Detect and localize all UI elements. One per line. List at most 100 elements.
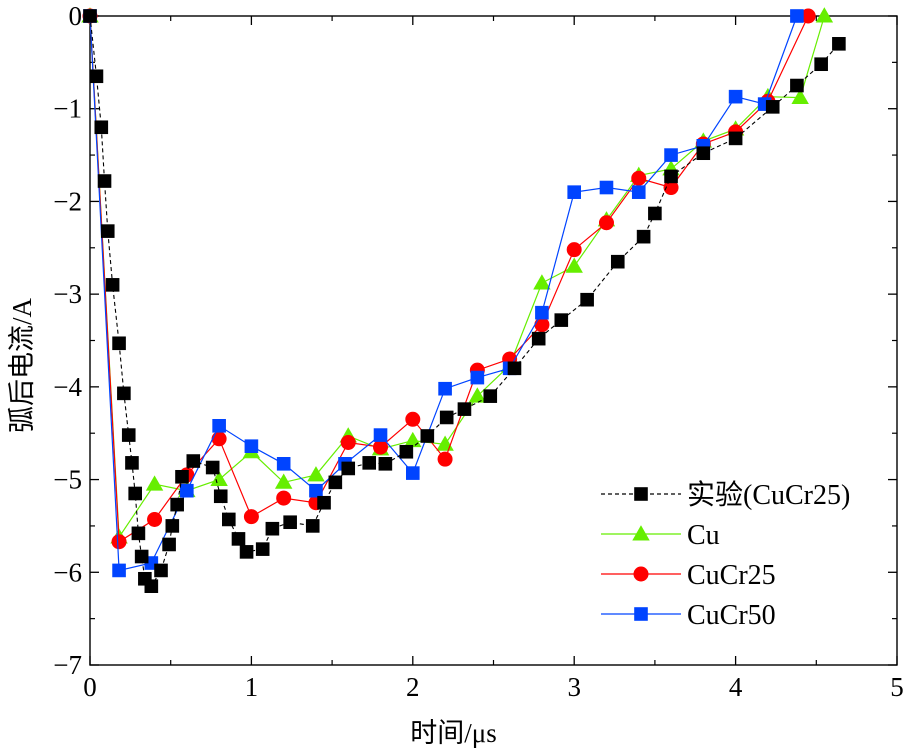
data-point-cucr25 bbox=[340, 434, 356, 450]
legend-marker-cucr25 bbox=[634, 487, 648, 501]
y-tick-label: −1 bbox=[53, 94, 82, 124]
data-point-cucr50 bbox=[790, 9, 804, 23]
legend-marker-cucr25 bbox=[633, 566, 649, 582]
data-point-cucr25 bbox=[483, 389, 498, 403]
x-tick-label: 2 bbox=[406, 672, 420, 702]
data-point-cucr25 bbox=[305, 519, 320, 533]
data-point-cucr25 bbox=[648, 206, 662, 221]
y-tick-label: −2 bbox=[53, 186, 82, 216]
data-point-cucr25 bbox=[765, 100, 780, 114]
x-tick-label: 5 bbox=[890, 672, 904, 702]
data-point-cu bbox=[404, 431, 422, 448]
x-axis-label: 时间/μs bbox=[410, 718, 496, 748]
data-point-cucr25 bbox=[83, 9, 97, 23]
data-point-cucr50 bbox=[631, 185, 646, 199]
data-point-cucr50 bbox=[728, 89, 743, 104]
data-point-cu bbox=[468, 387, 487, 403]
data-point-cucr25 bbox=[175, 469, 189, 484]
data-point-cucr25 bbox=[373, 439, 389, 455]
data-point-cucr50 bbox=[112, 563, 126, 578]
data-point-cu bbox=[565, 257, 583, 273]
x-tick-label: 0 bbox=[83, 672, 97, 702]
data-point-cucr25 bbox=[534, 317, 550, 333]
data-point-cucr25 bbox=[125, 456, 139, 470]
data-point-cucr50 bbox=[244, 439, 259, 453]
data-point-cucr25 bbox=[134, 549, 149, 564]
data-point-cucr25 bbox=[117, 386, 131, 401]
legend-entry-cu: Cu bbox=[601, 520, 720, 551]
data-point-cu bbox=[533, 274, 551, 290]
y-axis-label: 弧后电流/A bbox=[7, 297, 37, 433]
data-point-cucr25 bbox=[147, 511, 163, 527]
data-point-cu bbox=[307, 466, 325, 482]
y-tick-label: −3 bbox=[53, 279, 82, 309]
data-point-cucr25 bbox=[405, 411, 421, 427]
y-tick-label: −4 bbox=[53, 372, 82, 402]
data-point-cucr50 bbox=[405, 466, 420, 480]
y-tick-label: −7 bbox=[53, 650, 82, 680]
data-point-cucr25 bbox=[378, 457, 393, 471]
data-point-cucr25 bbox=[439, 410, 454, 425]
data-point-cucr25 bbox=[89, 69, 104, 84]
data-point-cu bbox=[210, 470, 228, 487]
data-point-cucr25 bbox=[531, 331, 546, 346]
data-point-cucr25 bbox=[144, 579, 159, 593]
data-point-cucr50 bbox=[470, 370, 485, 385]
data-point-cucr25 bbox=[610, 254, 625, 269]
data-point-cucr25 bbox=[598, 215, 614, 231]
data-point-cu bbox=[791, 88, 809, 105]
data-point-cucr25 bbox=[507, 361, 522, 376]
data-point-cucr25 bbox=[664, 169, 678, 184]
data-point-cucr25 bbox=[128, 486, 142, 501]
legend-marker-cu bbox=[632, 525, 650, 541]
x-tick-label: 3 bbox=[567, 672, 581, 702]
data-point-cucr25 bbox=[728, 131, 743, 146]
data-point-cucr25 bbox=[790, 78, 804, 93]
data-point-cucr50 bbox=[373, 428, 388, 442]
data-point-cucr50 bbox=[567, 185, 582, 199]
data-point-cu bbox=[815, 7, 834, 23]
data-point-cucr25 bbox=[165, 519, 180, 533]
data-point-cucr50 bbox=[438, 381, 452, 396]
y-tick-label: 0 bbox=[69, 1, 83, 31]
data-point-cucr50 bbox=[535, 305, 549, 320]
data-point-cucr25 bbox=[457, 402, 472, 416]
series-cucr25 bbox=[83, 9, 846, 593]
data-point-cucr25 bbox=[111, 534, 127, 550]
data-point-cucr25 bbox=[222, 512, 236, 527]
data-point-cucr25 bbox=[580, 292, 594, 307]
data-point-cucr25 bbox=[100, 224, 115, 238]
data-point-cucr25 bbox=[97, 174, 112, 188]
data-point-cucr25 bbox=[131, 526, 146, 541]
data-point-cucr25 bbox=[94, 120, 109, 135]
data-point-cucr25 bbox=[328, 475, 343, 490]
data-point-cucr25 bbox=[112, 336, 126, 351]
data-point-cucr25 bbox=[205, 460, 220, 475]
data-point-cucr25 bbox=[317, 495, 331, 510]
data-point-cucr25 bbox=[265, 521, 280, 536]
data-point-cu bbox=[274, 473, 293, 489]
data-point-cucr50 bbox=[664, 148, 678, 162]
data-point-cucr25 bbox=[283, 515, 297, 530]
legend-entry-cucr50: CuCr50 bbox=[601, 600, 776, 631]
data-point-cucr25 bbox=[243, 509, 259, 525]
data-point-cucr25 bbox=[186, 454, 201, 468]
data-point-cucr25 bbox=[362, 456, 377, 470]
legend-label-cucr25: CuCr25 bbox=[687, 560, 776, 591]
y-tick-label: −6 bbox=[53, 557, 82, 587]
data-point-cucr25 bbox=[170, 497, 184, 512]
data-point-cu bbox=[145, 475, 164, 491]
data-point-cucr25 bbox=[341, 461, 356, 476]
data-point-cucr25 bbox=[105, 278, 120, 292]
data-point-cucr50 bbox=[180, 483, 194, 498]
series-cucr25 bbox=[82, 8, 816, 550]
data-point-cucr25 bbox=[255, 542, 270, 556]
legend-label-cucr50: CuCr50 bbox=[687, 600, 776, 631]
data-point-cucr50 bbox=[276, 457, 291, 471]
legend-marker-cucr50 bbox=[634, 607, 648, 621]
data-point-cucr25 bbox=[213, 489, 228, 504]
data-point-cucr50 bbox=[599, 180, 614, 195]
series-line-cu bbox=[89, 15, 825, 539]
